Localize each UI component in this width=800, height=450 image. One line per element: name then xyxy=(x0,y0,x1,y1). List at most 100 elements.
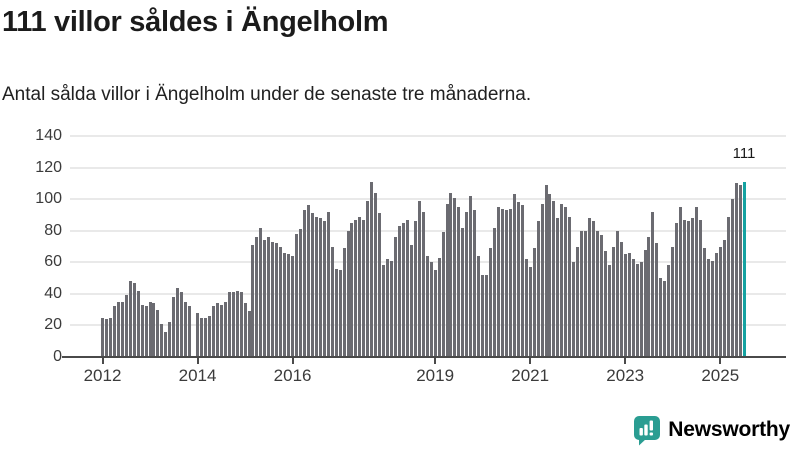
bar xyxy=(706,259,710,357)
bar xyxy=(671,246,675,357)
gridline-y-140 xyxy=(70,135,786,137)
bar xyxy=(623,254,627,357)
bar xyxy=(695,207,698,357)
bar xyxy=(338,270,342,357)
bar xyxy=(592,221,596,357)
bar xyxy=(532,248,536,357)
y-axis-label: 100 xyxy=(35,190,62,208)
bar xyxy=(314,216,318,357)
bar xyxy=(310,213,314,357)
bar xyxy=(271,241,275,357)
bar xyxy=(599,235,603,357)
bar xyxy=(211,306,215,357)
chart-subtitle: Antal sålda villor i Ängelholm under de … xyxy=(2,84,532,105)
x-axis-label: 2021 xyxy=(511,366,550,385)
bar xyxy=(584,230,588,357)
bar xyxy=(227,292,231,357)
x-axis-label: 2016 xyxy=(273,366,312,385)
bar xyxy=(619,241,623,357)
bar xyxy=(405,219,409,357)
bar xyxy=(500,208,504,357)
bar xyxy=(726,216,730,357)
bar xyxy=(516,202,520,357)
y-axis-label: 20 xyxy=(44,316,62,334)
bar xyxy=(465,211,469,357)
y-axis-label: 60 xyxy=(44,253,62,271)
bar xyxy=(441,232,445,357)
bar xyxy=(429,262,433,357)
bar xyxy=(120,301,124,357)
bar xyxy=(104,319,108,357)
x-axis-label: 2012 xyxy=(83,366,122,385)
bar xyxy=(279,246,283,357)
bar xyxy=(651,211,655,357)
bar xyxy=(370,181,374,357)
bar xyxy=(421,211,425,357)
gridline-y-120 xyxy=(70,166,786,169)
bar xyxy=(116,301,120,357)
bar xyxy=(267,237,271,357)
bar xyxy=(481,274,485,357)
newsworthy-logo: Newsworthy xyxy=(633,414,790,446)
bar xyxy=(497,207,500,357)
bar xyxy=(647,237,651,357)
x-axis-tick xyxy=(291,358,294,364)
y-axis-label: 80 xyxy=(44,221,62,239)
bar xyxy=(635,263,639,357)
y-axis-label: 0 xyxy=(53,348,62,365)
bar xyxy=(667,265,671,357)
x-axis-tick xyxy=(101,358,104,364)
bar xyxy=(398,225,401,357)
bar xyxy=(180,292,184,357)
bar xyxy=(231,292,235,357)
highlight-value-label: 111 xyxy=(732,145,756,162)
bar xyxy=(299,229,302,357)
bar xyxy=(425,255,429,357)
bar xyxy=(710,260,714,357)
bar xyxy=(164,331,168,357)
bar xyxy=(394,237,398,357)
bar xyxy=(188,306,192,357)
bar xyxy=(524,259,528,357)
bar xyxy=(350,222,354,357)
x-axis-tick xyxy=(434,358,437,364)
bar xyxy=(643,249,647,357)
bar xyxy=(409,244,413,357)
bar xyxy=(556,218,560,357)
bar xyxy=(738,184,742,357)
bar xyxy=(675,222,679,357)
bar xyxy=(112,306,116,357)
bar xyxy=(445,203,449,357)
y-axis-label: 140 xyxy=(35,127,62,144)
bar xyxy=(449,192,453,357)
x-axis-tick xyxy=(196,358,199,364)
bar xyxy=(295,233,299,357)
bar xyxy=(512,194,516,357)
bar xyxy=(437,257,441,357)
bar xyxy=(207,315,211,357)
bar xyxy=(615,230,619,357)
bar xyxy=(148,301,152,357)
bar xyxy=(576,246,580,357)
bar xyxy=(160,323,164,357)
bar xyxy=(607,265,611,357)
bar xyxy=(457,207,461,357)
bar xyxy=(639,262,643,357)
bar xyxy=(124,295,128,357)
bar xyxy=(603,251,607,357)
x-axis-label: 2023 xyxy=(606,366,645,385)
bar xyxy=(453,197,457,357)
bar xyxy=(196,312,200,357)
bar xyxy=(548,194,552,357)
bar xyxy=(168,322,172,357)
newsworthy-wordmark: Newsworthy xyxy=(668,418,790,441)
y-axis-label: 40 xyxy=(44,284,62,302)
bar xyxy=(330,246,334,357)
bar xyxy=(485,274,489,357)
bar xyxy=(223,301,227,357)
bar xyxy=(663,281,667,357)
bar xyxy=(354,219,358,357)
bar xyxy=(215,303,219,357)
bar xyxy=(580,230,584,357)
bar xyxy=(132,282,136,357)
